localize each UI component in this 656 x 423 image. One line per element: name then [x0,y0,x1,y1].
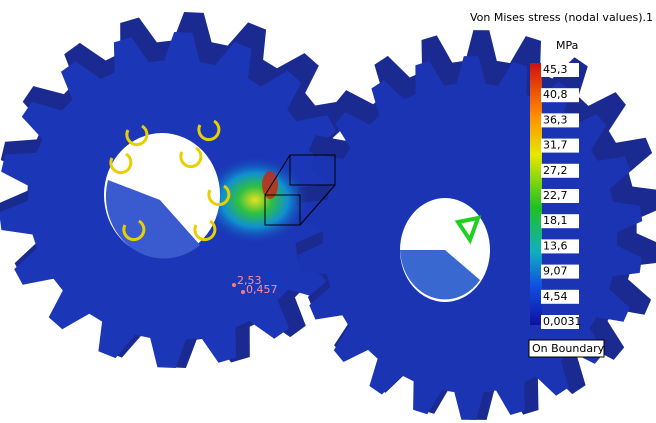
probe-value: 0,457 [246,283,278,296]
legend-label: 9,07 [543,265,568,278]
legend-label: 4,54 [543,290,568,303]
legend-label: 40,8 [543,88,568,101]
legend-label: 22,7 [543,189,568,202]
legend-label: 36,3 [543,113,568,126]
legend-label: 27,2 [543,164,568,177]
legend-label: 13,6 [543,239,568,252]
viewport: 2,53 0,457 Von Mises stress (nodal value… [0,0,656,423]
probe-point [241,290,245,294]
legend-title: Von Mises stress (nodal values).1 [470,11,653,24]
legend-label: 31,7 [543,139,568,152]
legend-unit: MPa [556,39,578,52]
fea-view: 2,53 0,457 Von Mises stress (nodal value… [0,0,656,423]
color-scale [530,63,542,325]
legend-footer: On Boundary [532,342,605,355]
legend-label: 45,3 [543,63,568,76]
probe-point [232,283,236,287]
legend-label: 18,1 [543,214,568,227]
legend-label: 0,0031 [543,315,582,328]
